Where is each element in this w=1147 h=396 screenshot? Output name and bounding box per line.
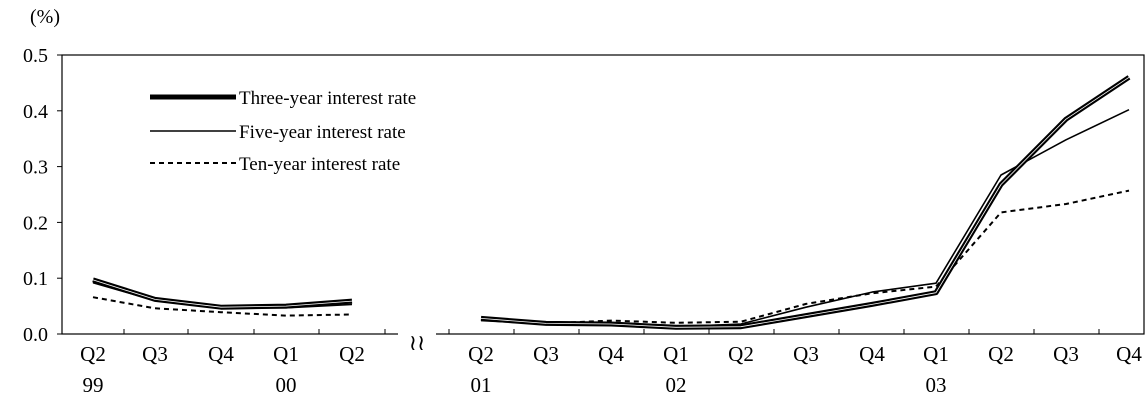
series-line-dashed bbox=[480, 189, 1130, 325]
legend: Three-year interest rate Five-year intere… bbox=[150, 88, 416, 175]
x-tick-label: Q3 bbox=[142, 342, 168, 366]
series-line-dashed bbox=[92, 296, 353, 317]
year-label: 02 bbox=[666, 373, 687, 396]
x-tick-label: Q4 bbox=[859, 342, 885, 366]
x-tick-label: Q1 bbox=[273, 342, 299, 366]
year-labels: 99 00 01 02 03 bbox=[83, 373, 947, 396]
x-tick-label: Q4 bbox=[598, 342, 624, 366]
series-line-thick bbox=[480, 75, 1131, 330]
y-tick-label: 0.1 bbox=[23, 268, 48, 290]
x-tick-label: Q3 bbox=[1053, 342, 1079, 366]
y-tick-label: 0.2 bbox=[23, 212, 48, 234]
x-tick-label: Q2 bbox=[728, 342, 754, 366]
x-tick-label: Q2 bbox=[988, 342, 1014, 366]
plot-frame bbox=[61, 54, 1145, 335]
year-label: 01 bbox=[471, 373, 492, 396]
x-tick-label: Q3 bbox=[793, 342, 819, 366]
year-label: 99 bbox=[83, 373, 104, 396]
y-tick-label: 0.4 bbox=[23, 101, 48, 123]
x-tick-label: Q4 bbox=[1116, 342, 1142, 366]
y-axis-unit-label: (%) bbox=[30, 6, 60, 28]
series-line-highlight bbox=[92, 279, 353, 308]
axis-break-gap bbox=[398, 331, 436, 337]
x-tick-label: Q4 bbox=[208, 342, 234, 366]
x-tick-label: Q3 bbox=[533, 342, 559, 366]
x-tick-label: Q2 bbox=[339, 342, 365, 366]
year-label: 03 bbox=[926, 373, 947, 396]
x-tick-labels: Q2 Q3 Q4 Q1 Q2 Q2 Q3 Q4 Q1 Q2 Q3 Q4 Q1 Q2 Q3 Q4 bbox=[80, 342, 1142, 366]
y-tick-label: 0.5 bbox=[23, 45, 48, 67]
legend-label: Three-year interest rate bbox=[239, 88, 416, 109]
series-line-highlight bbox=[480, 76, 1130, 328]
x-tick-label: Q2 bbox=[468, 342, 494, 366]
series-line-thin bbox=[480, 108, 1130, 328]
x-tick-label: Q1 bbox=[923, 342, 949, 366]
legend-label: Ten-year interest rate bbox=[239, 154, 400, 175]
x-tick-label: Q1 bbox=[663, 342, 689, 366]
axes bbox=[57, 54, 1145, 337]
year-label: 00 bbox=[276, 373, 297, 396]
x-tick-label: Q2 bbox=[80, 342, 106, 366]
series-line-thick bbox=[92, 277, 353, 310]
axis-break-mark: ≀≀ bbox=[409, 330, 426, 355]
y-tick-labels: 0.0 0.1 0.2 0.3 0.4 0.5 bbox=[23, 45, 48, 346]
y-tick-label: 0.0 bbox=[23, 324, 48, 346]
y-tick-label: 0.3 bbox=[23, 157, 48, 179]
legend-label: Five-year interest rate bbox=[239, 122, 406, 143]
series-lines bbox=[92, 75, 1131, 330]
